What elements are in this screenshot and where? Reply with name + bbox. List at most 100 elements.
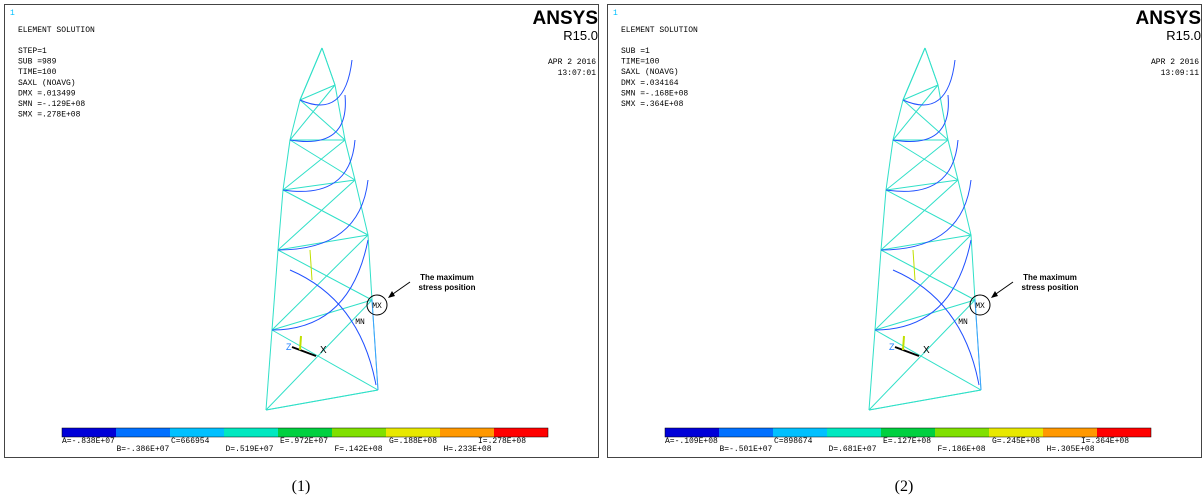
truss-member <box>277 249 373 301</box>
truss-member <box>265 329 273 411</box>
truss-member <box>947 139 959 181</box>
legend-swatch <box>170 428 224 437</box>
legend-label: G=.188E+08 <box>389 437 437 446</box>
legend-label: H=.233E+08 <box>444 445 492 454</box>
title: ELEMENT SOLUTION <box>621 26 698 35</box>
header-line: DMX =.034164 <box>621 79 679 88</box>
truss-member <box>924 47 939 86</box>
truss-member <box>892 84 939 141</box>
legend-label: C=666954 <box>171 437 210 446</box>
legend-label: D=.681E+07 <box>829 445 877 454</box>
truss-member <box>874 299 976 331</box>
truss-member <box>299 99 346 141</box>
annotation: stress position <box>1022 283 1079 292</box>
annotation: stress position <box>419 283 476 292</box>
truss-member <box>282 139 291 191</box>
truss-member <box>970 234 976 301</box>
stress-curve <box>289 269 377 386</box>
legend-frame <box>61 427 549 438</box>
triad <box>902 335 905 351</box>
truss-member <box>902 99 949 141</box>
truss-member <box>868 329 876 411</box>
date: APR 2 2016 <box>1151 58 1199 67</box>
legend-swatch <box>1043 428 1097 437</box>
header-line: SMX =.364E+08 <box>621 100 684 109</box>
truss-member <box>299 47 323 101</box>
truss-member <box>282 179 356 191</box>
axis-z: Z <box>286 342 292 352</box>
logo: ANSYS <box>1136 8 1201 29</box>
truss-member <box>902 47 926 101</box>
header-line: SAXL (NOAVG) <box>18 79 76 88</box>
truss-member <box>277 189 284 251</box>
legend-swatch <box>62 428 116 437</box>
stress-curve <box>892 94 949 142</box>
triad <box>894 346 904 351</box>
axis-x: X <box>923 345 930 356</box>
truss-member <box>271 299 373 331</box>
stress-curve <box>885 139 959 192</box>
stress-curve <box>271 239 369 331</box>
stress-curve <box>892 269 980 386</box>
truss-member <box>354 179 369 236</box>
truss-member <box>277 179 356 251</box>
truss-member <box>289 84 336 141</box>
truss-member <box>974 299 982 391</box>
stress-curve <box>880 179 972 251</box>
legend-label: F=.142E+08 <box>335 445 383 454</box>
truss-member <box>885 189 972 236</box>
truss-member <box>880 179 959 251</box>
legend-swatch <box>827 428 881 437</box>
legend-swatch <box>332 428 386 437</box>
stress-curve <box>874 239 972 331</box>
corner-label: 1 <box>10 9 15 18</box>
truss-member <box>282 139 346 191</box>
legend-label: E=.972E+07 <box>280 437 328 446</box>
truss-member <box>874 234 972 331</box>
stress-curve <box>289 94 346 142</box>
title: ELEMENT SOLUTION <box>18 26 95 35</box>
legend-label: A=-.109E+08 <box>665 437 718 446</box>
truss-member <box>334 84 346 141</box>
truss-member <box>868 299 976 411</box>
header-line: SMN =-.168E+08 <box>621 89 688 98</box>
truss-member <box>868 389 982 411</box>
header-line: SUB =1 <box>621 47 650 56</box>
max-label: MX <box>975 302 985 311</box>
legend-swatch <box>494 428 548 437</box>
date: APR 2 2016 <box>548 58 596 67</box>
legend-label: B=-.386E+07 <box>117 445 170 454</box>
truss-member <box>885 139 949 191</box>
truss-member <box>309 249 313 281</box>
max-circle <box>366 294 388 316</box>
truss-member <box>880 249 976 301</box>
legend-label: I=.278E+08 <box>478 437 526 446</box>
stress-curve <box>299 59 353 106</box>
time: 13:07:01 <box>558 69 597 78</box>
version: R15.0 <box>563 28 598 43</box>
truss-member <box>299 84 336 101</box>
panel-frame <box>607 4 1202 458</box>
stress-curve <box>277 179 369 251</box>
legend-label: A=-.838E+07 <box>62 437 115 446</box>
truss-member <box>885 139 894 191</box>
arrow-head <box>991 291 998 298</box>
legend-swatch <box>386 428 440 437</box>
truss-member <box>885 179 959 191</box>
min-label: MN <box>958 318 968 327</box>
legend-swatch <box>278 428 332 437</box>
header-line: SMN =-.129E+08 <box>18 100 85 109</box>
legend-label: H=.305E+08 <box>1047 445 1095 454</box>
legend-swatch <box>665 428 719 437</box>
truss-member <box>289 99 301 141</box>
axis-x: X <box>320 345 327 356</box>
truss-member <box>271 234 369 331</box>
truss-member <box>874 249 882 331</box>
time: 13:09:11 <box>1161 69 1200 78</box>
header-line: SMX =.278E+08 <box>18 111 81 120</box>
legend-label: E=.127E+08 <box>883 437 931 446</box>
truss-member <box>282 189 369 236</box>
